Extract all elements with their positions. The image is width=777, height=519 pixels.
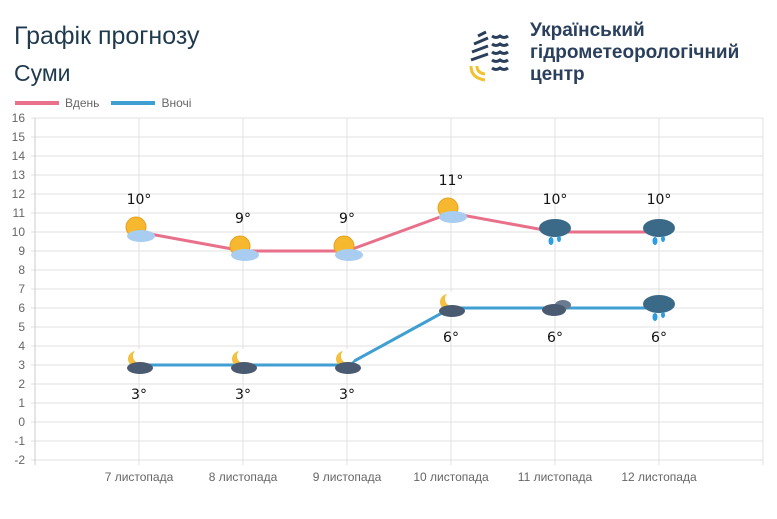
cloud (542, 304, 566, 316)
data-label: 3° (235, 387, 251, 403)
cloud (127, 362, 153, 374)
y-tick-label: 3 (18, 358, 25, 372)
rain-cloud-icon (643, 219, 675, 245)
y-tick-label: -2 (14, 453, 25, 467)
raindrop (557, 236, 561, 242)
raindrop (548, 237, 554, 245)
x-tick-label: 9 листопада (313, 470, 382, 484)
data-label: 6° (547, 330, 563, 346)
y-tick-label: 4 (18, 339, 25, 353)
x-tick-label: 7 листопада (105, 470, 174, 484)
y-tick-label: 11 (13, 206, 26, 220)
cloud (335, 362, 361, 374)
cloud (231, 362, 257, 374)
data-label: 11° (439, 173, 464, 189)
y-tick-label: 16 (12, 111, 26, 125)
raindrop (661, 312, 665, 318)
data-label: 6° (443, 330, 459, 346)
data-label: 10° (127, 192, 152, 208)
moon-cloud-icon (127, 349, 153, 374)
data-label: 3° (131, 387, 147, 403)
cloud (439, 305, 465, 317)
org-line: гідрометеорологічний (530, 42, 740, 63)
data-label: 6° (651, 330, 667, 346)
data-label: 9° (339, 211, 355, 227)
cloud (643, 295, 675, 313)
sun-cloud-icon (229, 235, 259, 261)
moon-cloud-icon (439, 292, 465, 317)
rain-cloud-icon (539, 219, 571, 245)
moon-mask (133, 349, 147, 363)
x-tick-label: 8 листопада (209, 470, 278, 484)
y-tick-label: -1 (14, 434, 25, 448)
y-tick-label: 13 (12, 168, 26, 182)
day-series-line (138, 211, 659, 253)
raindrop (661, 236, 665, 242)
y-tick-label: 12 (12, 187, 26, 201)
city-name: Суми (14, 60, 71, 86)
y-tick-label: 8 (18, 263, 25, 277)
x-tick-label: 10 листопада (413, 470, 489, 484)
x-tick-label: 11 листопада (518, 470, 593, 484)
cloud (231, 249, 259, 261)
data-label: 3° (339, 387, 355, 403)
page-title: Графік прогнозу (14, 22, 200, 50)
x-tick-label: 12 листопада (621, 470, 697, 484)
moon-cloud-icon (231, 349, 257, 374)
legend: Вдень Вночі (15, 96, 191, 110)
y-tick-label: 7 (18, 282, 25, 296)
y-tick-label: 0 (18, 415, 25, 429)
ugmc-logo-icon (469, 30, 509, 82)
sun-cloud-icon (125, 216, 155, 242)
legend-night-label[interactable]: Вночі (161, 96, 192, 110)
cloud (539, 219, 571, 237)
sun-cloud-icon (437, 197, 467, 223)
y-tick-label: 5 (18, 320, 25, 334)
cloud (643, 219, 675, 237)
org-line: центр (530, 64, 585, 85)
y-tick-label: 6 (18, 301, 25, 315)
data-label: 9° (235, 211, 251, 227)
dark-clouds-icon (542, 300, 571, 316)
org-line: Український (530, 20, 645, 41)
y-tick-label: 14 (12, 149, 26, 163)
legend-night-swatch[interactable] (111, 101, 156, 105)
moon-mask (341, 349, 355, 363)
legend-day-swatch[interactable] (15, 101, 59, 105)
cloud (335, 249, 363, 261)
y-tick-label: 9 (18, 244, 25, 258)
moon-mask (445, 292, 459, 306)
cloud (439, 211, 467, 223)
data-label: 10° (543, 192, 568, 208)
y-tick-label: 10 (12, 225, 26, 239)
moon-cloud-icon (335, 349, 361, 374)
cloud (127, 230, 155, 242)
rain-cloud-icon (643, 295, 675, 321)
y-tick-label: 15 (12, 130, 26, 144)
raindrop (652, 313, 658, 321)
legend-day-label[interactable]: Вдень (65, 96, 100, 110)
y-tick-label: 2 (18, 377, 25, 391)
sun-cloud-icon (333, 235, 363, 261)
y-tick-label: 1 (18, 396, 25, 410)
raindrop (652, 237, 658, 245)
moon-mask (237, 349, 251, 363)
org-name: Український гідрометеорологічний центр (530, 20, 740, 86)
night-series-line (139, 306, 659, 367)
data-label: 10° (647, 192, 672, 208)
